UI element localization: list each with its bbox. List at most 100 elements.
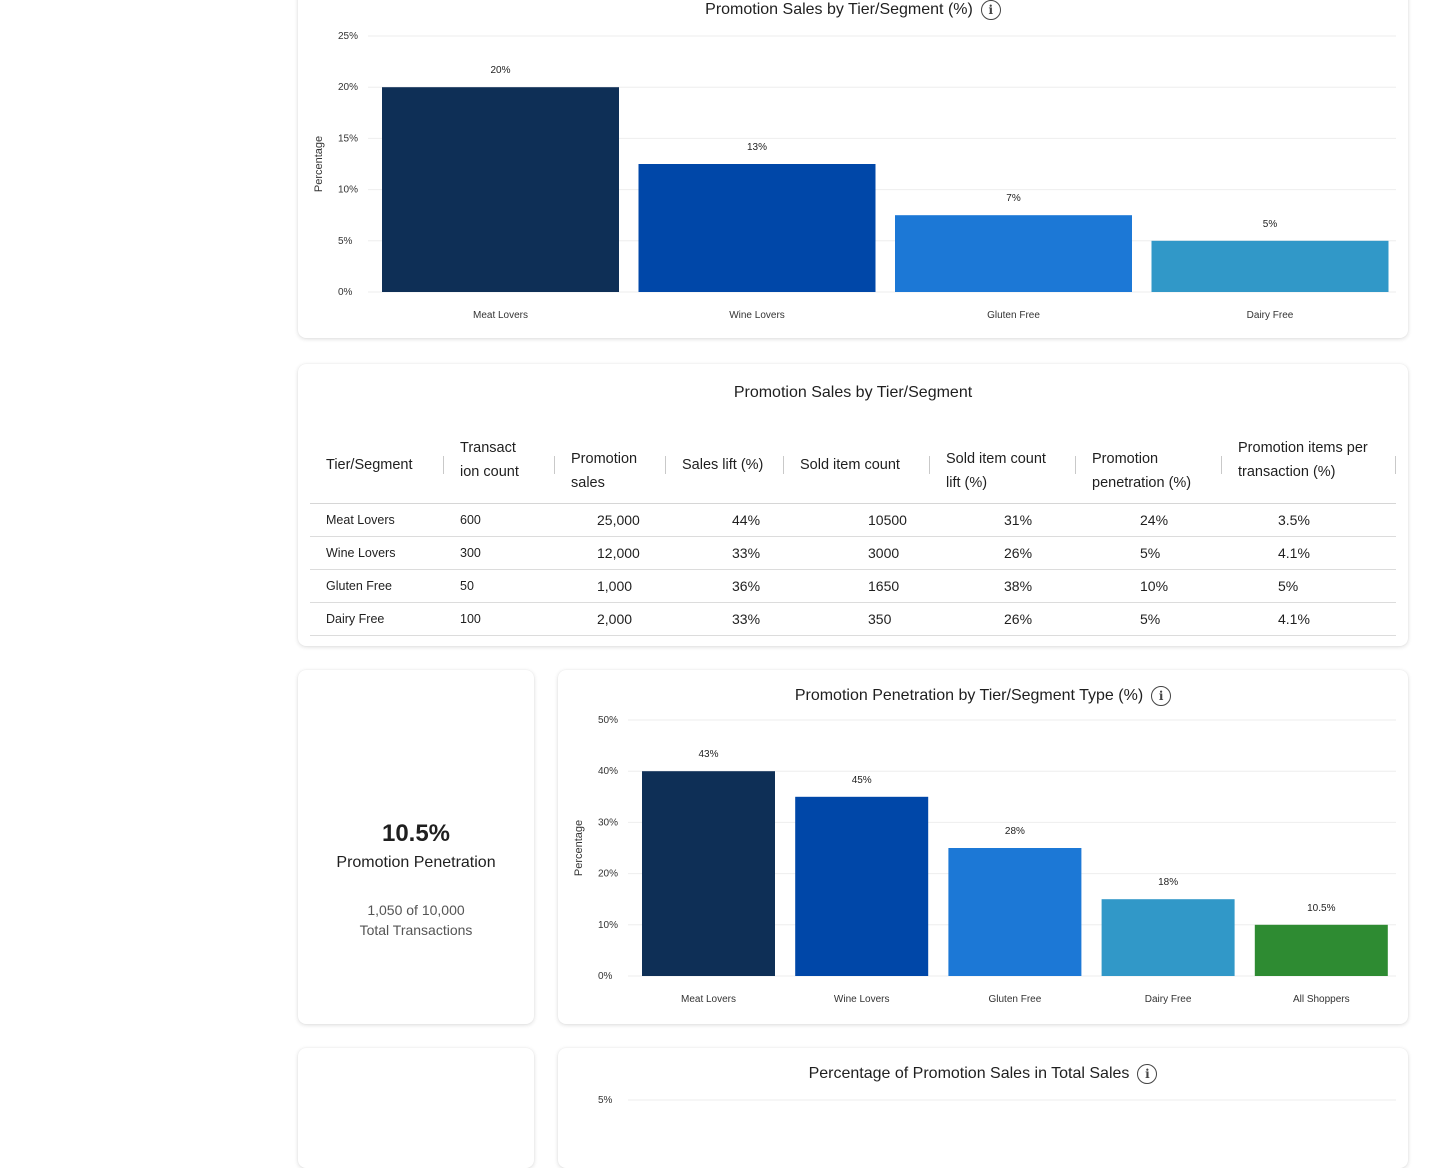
data-label: 45% bbox=[852, 775, 872, 786]
info-icon[interactable]: i bbox=[1151, 686, 1172, 706]
bar[interactable] bbox=[948, 848, 1082, 976]
header-promotion-items-per-transaction[interactable]: Promotion items per transaction (%) bbox=[1222, 428, 1396, 504]
x-tick-label: Dairy Free bbox=[1247, 310, 1294, 321]
y-tick-label: 20% bbox=[598, 869, 618, 880]
table-cell: 44% bbox=[666, 503, 784, 537]
kpi-value: 10.5% bbox=[381, 820, 451, 847]
promotion-sales-share-chart: 5% bbox=[598, 1095, 1396, 1106]
promotion-sales-share-chart-card: Percentage of Promotion Sales in Total S… bbox=[558, 1048, 1408, 1168]
promotion-sales-chart-card: Promotion Sales by Tier/Segment (%) i 0%… bbox=[298, 0, 1408, 338]
table-cell: 3.5% bbox=[1222, 503, 1396, 537]
table-row: Gluten Free 50 1,000 36% 1650 38% 10% 5% bbox=[310, 569, 1396, 603]
y-axis-label: Percentage bbox=[313, 136, 325, 192]
data-label: 18% bbox=[1158, 877, 1178, 888]
y-tick-label: 5% bbox=[338, 236, 353, 247]
chart-title-text: Promotion Sales by Tier/Segment (%) bbox=[705, 1, 973, 18]
bar[interactable] bbox=[1101, 899, 1235, 976]
table-cell: 350 bbox=[784, 602, 930, 636]
kpi-sub-count: 1,050 of 10,000 bbox=[367, 902, 465, 918]
y-tick-label: 0% bbox=[338, 287, 353, 298]
table-cell: 31% bbox=[930, 503, 1076, 537]
table-cell: 1650 bbox=[784, 569, 930, 603]
header-sold-item-count[interactable]: Sold item count bbox=[784, 428, 930, 504]
kpi-sub-label: Total Transactions bbox=[359, 922, 473, 938]
y-tick-label: 0% bbox=[598, 971, 613, 982]
y-tick-label: 5% bbox=[598, 1095, 613, 1106]
data-label: 7% bbox=[1006, 193, 1021, 204]
table-cell: 4.1% bbox=[1222, 536, 1396, 570]
promotion-sales-table-card: Promotion Sales by Tier/Segment Tier/Seg… bbox=[298, 364, 1408, 646]
y-tick-label: 50% bbox=[598, 715, 618, 726]
table-cell: 36% bbox=[666, 569, 784, 603]
table-cell: Dairy Free bbox=[310, 602, 444, 636]
table-cell: 33% bbox=[666, 602, 784, 636]
y-tick-label: 20% bbox=[338, 82, 358, 93]
table-cell: 100 bbox=[444, 602, 555, 636]
x-tick-label: Gluten Free bbox=[987, 310, 1040, 321]
header-tier-segment[interactable]: Tier/Segment bbox=[310, 428, 444, 504]
table-title: Promotion Sales by Tier/Segment bbox=[298, 384, 1408, 402]
y-tick-label: 40% bbox=[598, 766, 618, 777]
x-tick-label: Meat Lovers bbox=[473, 310, 528, 321]
table-cell: 4.1% bbox=[1222, 602, 1396, 636]
table-cell: 38% bbox=[930, 569, 1076, 603]
table-cell: 5% bbox=[1076, 536, 1222, 570]
table-cell: Meat Lovers bbox=[310, 503, 444, 537]
bar[interactable] bbox=[642, 771, 775, 976]
table-row: Dairy Free 100 2,000 33% 350 26% 5% 4.1% bbox=[310, 602, 1396, 636]
x-tick-label: Wine Lovers bbox=[834, 994, 890, 1005]
table-cell: 26% bbox=[930, 536, 1076, 570]
table-cell: Gluten Free bbox=[310, 569, 444, 603]
info-icon[interactable]: i bbox=[980, 0, 1001, 20]
data-label: 13% bbox=[747, 142, 767, 153]
data-label: 10.5% bbox=[1307, 903, 1335, 914]
table-row: Meat Lovers 600 25,000 44% 10500 31% 24% 3.5% bbox=[310, 503, 1396, 537]
bar[interactable] bbox=[895, 215, 1132, 292]
chart-title-text: Promotion Penetration by Tier/Segment Ty… bbox=[794, 687, 1144, 704]
table-cell: 26% bbox=[930, 602, 1076, 636]
header-sold-item-count-lift[interactable]: Sold item count lift (%) bbox=[930, 428, 1076, 504]
x-tick-label: Dairy Free bbox=[1145, 994, 1192, 1005]
bar[interactable] bbox=[1254, 924, 1388, 976]
x-tick-label: Wine Lovers bbox=[729, 310, 785, 321]
kpi-subtext: 1,050 of 10,000 Total Transactions bbox=[298, 900, 534, 940]
bar[interactable] bbox=[638, 164, 876, 292]
blank-kpi-card bbox=[298, 1048, 534, 1168]
table-cell: 12,000 bbox=[555, 536, 666, 570]
header-transaction-count[interactable]: Transact ion count bbox=[444, 428, 555, 504]
bar[interactable] bbox=[382, 87, 619, 292]
promotion-penetration-chart-card: Promotion Penetration by Tier/Segment Ty… bbox=[558, 670, 1408, 1024]
y-tick-label: 25% bbox=[338, 31, 358, 42]
table-cell: 5% bbox=[1076, 602, 1222, 636]
table-cell: 2,000 bbox=[555, 602, 666, 636]
table-cell: 300 bbox=[444, 536, 555, 570]
info-icon[interactable]: i bbox=[1137, 1064, 1158, 1084]
header-promotion-penetration[interactable]: Promotion penetration (%) bbox=[1076, 428, 1222, 504]
table-cell: Wine Lovers bbox=[310, 536, 444, 570]
table-row: Wine Lovers 300 12,000 33% 3000 26% 5% 4.1% bbox=[310, 536, 1396, 570]
y-axis-label: Percentage bbox=[573, 820, 585, 876]
y-tick-label: 15% bbox=[338, 133, 358, 144]
chart-title-text: Percentage of Promotion Sales in Total S… bbox=[808, 1065, 1130, 1082]
header-sales-lift[interactable]: Sales lift (%) bbox=[666, 428, 784, 504]
table-cell: 1,000 bbox=[555, 569, 666, 603]
bar[interactable] bbox=[795, 796, 929, 976]
y-tick-label: 10% bbox=[598, 920, 618, 931]
table-header-row: Tier/Segment Transact ion count Promotio… bbox=[310, 428, 1396, 504]
bar[interactable] bbox=[1151, 240, 1389, 292]
chart-title: Promotion Sales by Tier/Segment (%) i bbox=[298, 0, 1408, 20]
kpi-label: Promotion Penetration bbox=[336, 854, 496, 871]
header-promotion-sales[interactable]: Promotion sales bbox=[555, 428, 666, 504]
table-cell: 5% bbox=[1222, 569, 1396, 603]
table-cell: 10% bbox=[1076, 569, 1222, 603]
promotion-sales-table: Tier/Segment Transact ion count Promotio… bbox=[310, 428, 1396, 636]
data-label: 43% bbox=[698, 749, 718, 760]
table-cell: 24% bbox=[1076, 503, 1222, 537]
table-cell: 10500 bbox=[784, 503, 930, 537]
promotion-sales-bar-chart: 0% 5% 10% 15% 20% 25% Percentage 20% Meat Lovers… bbox=[313, 31, 1396, 321]
x-tick-label: Meat Lovers bbox=[681, 994, 736, 1005]
promotion-penetration-kpi-card: 10.5% Promotion Penetration 1,050 of 10,… bbox=[298, 670, 534, 1024]
x-tick-label: Gluten Free bbox=[988, 994, 1041, 1005]
data-label: 20% bbox=[490, 65, 510, 76]
table-cell: 600 bbox=[444, 503, 555, 537]
